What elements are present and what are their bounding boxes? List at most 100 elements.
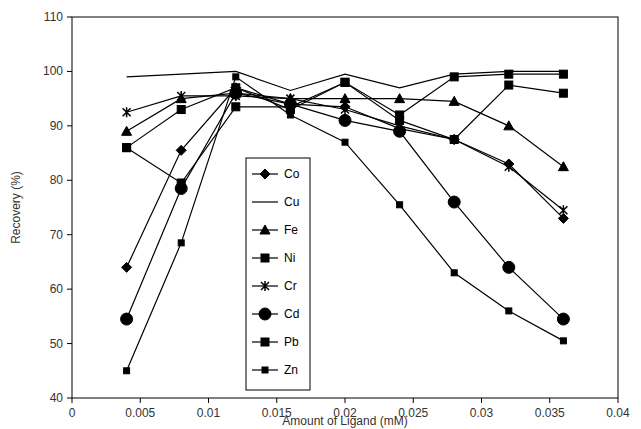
legend-marker: [261, 338, 269, 346]
x-tick-label: 0.03: [470, 406, 494, 420]
point: [560, 338, 566, 344]
legend: CoCuFeNiCrCdPbZn: [246, 158, 310, 390]
x-tick: [481, 398, 482, 403]
point: [559, 89, 567, 97]
series-line: [127, 93, 564, 319]
legend-marker: [262, 367, 268, 373]
point: [176, 145, 186, 155]
point: [342, 139, 348, 145]
x-tick: [549, 398, 550, 403]
point: [286, 103, 294, 111]
legend-label: Cu: [284, 195, 299, 209]
series: [122, 83, 569, 273]
point: [449, 96, 459, 105]
series: [124, 74, 567, 374]
point: [505, 70, 513, 78]
series: [121, 87, 570, 325]
series-line: [127, 74, 564, 147]
series-line: [127, 96, 564, 210]
point: [559, 205, 567, 215]
legend-label: Cr: [284, 279, 297, 293]
series: [123, 78, 568, 187]
x-tick-label: 0.005: [125, 406, 155, 420]
legend-marker: [261, 254, 269, 262]
point: [449, 134, 459, 144]
point: [178, 240, 184, 246]
x-tick: [72, 398, 73, 403]
point: [122, 126, 132, 135]
point: [341, 78, 349, 86]
y-tick-label: 60: [50, 282, 64, 296]
x-tick: [276, 398, 277, 403]
point: [505, 162, 513, 172]
legend-line: [252, 201, 278, 202]
point: [339, 114, 351, 126]
y-tick-label: 40: [50, 391, 64, 405]
point: [123, 144, 131, 152]
point: [122, 262, 132, 272]
point: [233, 74, 239, 80]
point: [396, 116, 404, 124]
series-line: [127, 82, 564, 183]
point: [450, 73, 458, 81]
point: [450, 135, 458, 143]
point: [123, 144, 131, 152]
point: [450, 134, 458, 144]
point: [557, 313, 569, 325]
point: [448, 196, 460, 208]
legend-marker: [261, 281, 269, 291]
x-tick: [140, 398, 141, 403]
legend-marker: [260, 225, 270, 234]
point: [121, 313, 133, 325]
x-axis-label: Amount of Ligand (mM): [282, 414, 407, 428]
point: [505, 81, 513, 89]
point: [124, 368, 130, 374]
series: [123, 70, 568, 151]
x-tick-label: 0: [69, 406, 76, 420]
point: [123, 107, 131, 117]
legend-label: Co: [284, 167, 300, 181]
legend-label: Ni: [284, 251, 295, 265]
series-line: [127, 88, 564, 268]
x-tick: [208, 398, 209, 403]
legend-label: Cd: [284, 307, 299, 321]
point: [341, 78, 349, 86]
point: [394, 125, 406, 137]
y-tick-label: 100: [43, 64, 63, 78]
y-tick: [67, 234, 72, 235]
legend-marker: [259, 308, 271, 320]
legend-label: Zn: [284, 363, 298, 377]
point: [503, 261, 515, 273]
point: [177, 106, 185, 114]
y-tick-label: 80: [50, 173, 64, 187]
point: [287, 112, 293, 118]
point: [397, 202, 403, 208]
series-line: [127, 93, 564, 166]
legend-marker: [260, 169, 270, 179]
y-tick: [67, 71, 72, 72]
x-tick: [345, 398, 346, 403]
plot-area: [121, 70, 570, 374]
point: [284, 98, 296, 110]
y-axis-label: Recovery (%): [9, 171, 23, 244]
point: [395, 94, 405, 103]
point: [177, 91, 185, 101]
y-tick: [67, 398, 72, 399]
plot-frame: [72, 17, 618, 398]
y-tick: [67, 125, 72, 126]
y-tick: [67, 17, 72, 18]
legend-label: Fe: [284, 223, 298, 237]
point: [340, 94, 350, 103]
chart: 40506070809010011000.0050.010.0150.020.0…: [0, 0, 641, 429]
y-tick-label: 70: [50, 228, 64, 242]
x-tick-label: 0.035: [535, 406, 565, 420]
y-tick: [67, 289, 72, 290]
x-tick: [618, 398, 619, 403]
point: [177, 179, 185, 187]
point: [559, 70, 567, 78]
legend-box: [246, 158, 310, 390]
point: [506, 308, 512, 314]
y-tick-label: 110: [44, 10, 63, 24]
point: [341, 105, 349, 115]
series-line: [127, 77, 564, 371]
